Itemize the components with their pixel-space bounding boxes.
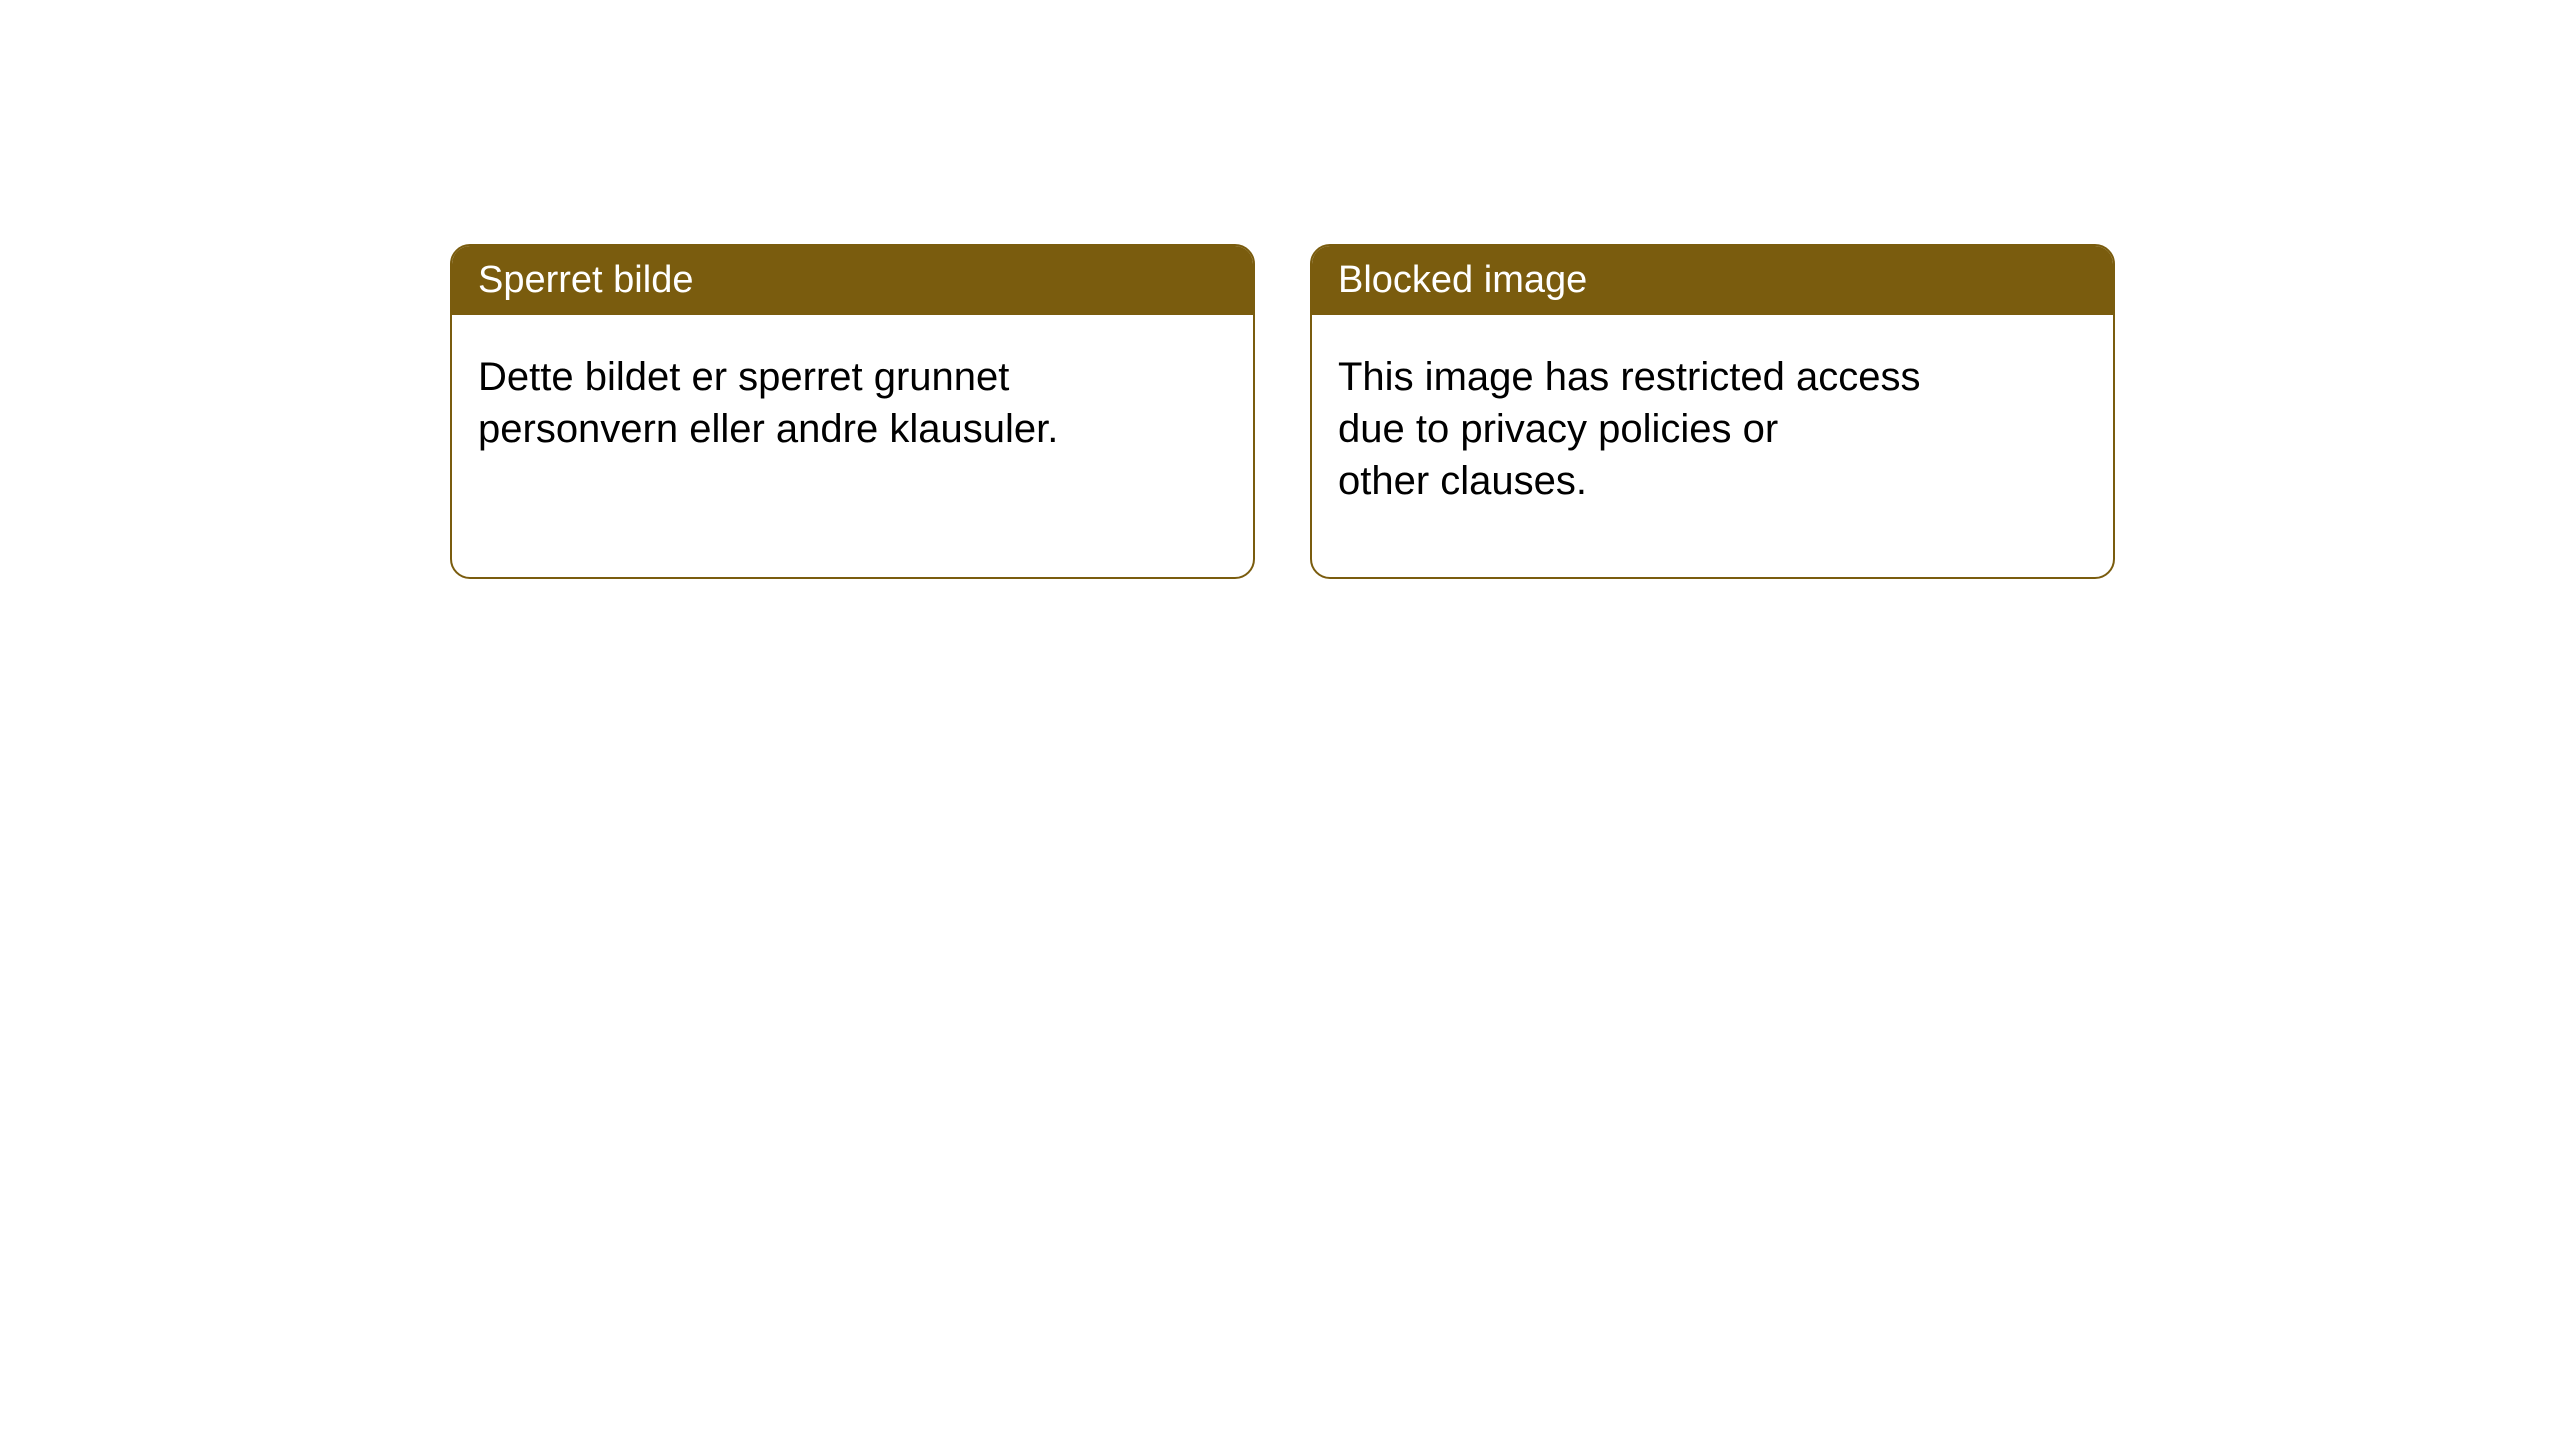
notice-container: Sperret bilde Dette bildet er sperret gr…	[450, 244, 2115, 579]
notice-body-english: This image has restricted access due to …	[1312, 315, 2113, 543]
notice-header-norwegian: Sperret bilde	[452, 246, 1253, 315]
notice-header-english: Blocked image	[1312, 246, 2113, 315]
notice-box-english: Blocked image This image has restricted …	[1310, 244, 2115, 579]
notice-box-norwegian: Sperret bilde Dette bildet er sperret gr…	[450, 244, 1255, 579]
notice-body-norwegian: Dette bildet er sperret grunnet personve…	[452, 315, 1253, 491]
